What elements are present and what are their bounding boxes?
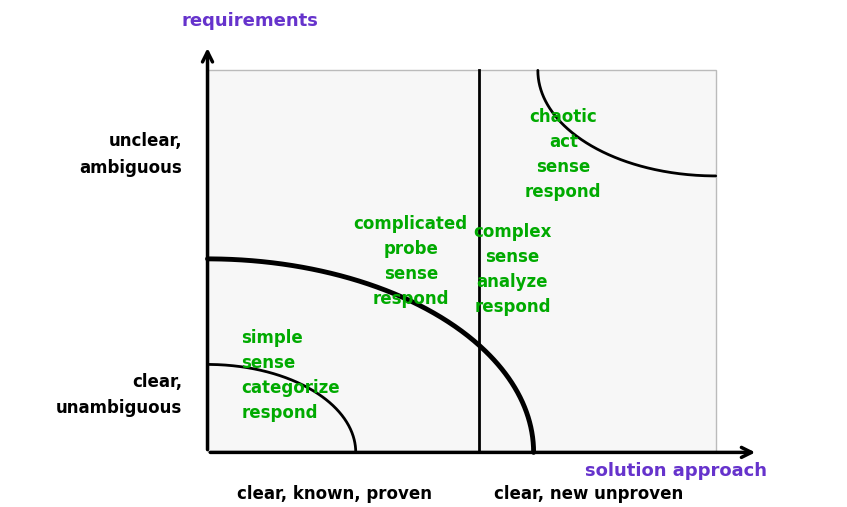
Bar (208, 70, 716, 452)
Text: unclear,
ambiguous: unclear, ambiguous (80, 132, 182, 176)
Text: complex
sense
analyze
respond: complex sense analyze respond (473, 223, 551, 315)
Text: clear, new unproven: clear, new unproven (494, 485, 684, 503)
Text: complicated
probe
sense
respond: complicated probe sense respond (354, 215, 468, 308)
Text: clear, known, proven: clear, known, proven (237, 485, 432, 503)
Text: requirements: requirements (181, 12, 318, 30)
Text: simple
sense
categorize
respond: simple sense categorize respond (241, 330, 340, 422)
Text: clear,
unambiguous: clear, unambiguous (56, 373, 182, 417)
Text: solution approach: solution approach (584, 462, 767, 481)
Text: chaotic
act
sense
respond: chaotic act sense respond (525, 108, 601, 201)
